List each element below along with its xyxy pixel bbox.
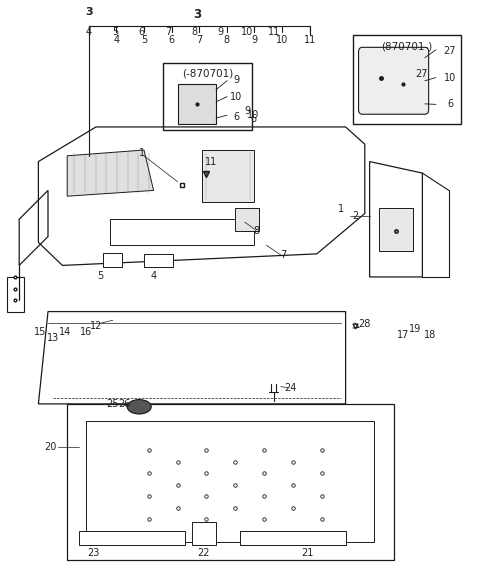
Text: (870701-): (870701-) [381, 41, 432, 51]
Text: 9: 9 [244, 106, 250, 116]
Text: 3: 3 [193, 8, 201, 21]
Bar [163, 63, 252, 130]
Bar [353, 35, 461, 124]
Bar [240, 531, 346, 545]
Text: 8: 8 [254, 226, 260, 236]
Text: 14: 14 [59, 327, 71, 337]
Text: 25: 25 [107, 399, 119, 409]
Text: 6: 6 [233, 111, 239, 122]
Text: 8: 8 [224, 35, 230, 46]
Text: 7: 7 [165, 27, 171, 37]
Text: 15: 15 [34, 327, 46, 337]
Text: 10: 10 [276, 35, 288, 46]
Text: 27: 27 [415, 69, 428, 79]
Bar [379, 208, 413, 251]
Bar [79, 531, 185, 545]
Text: 5: 5 [97, 271, 104, 281]
Ellipse shape [127, 399, 151, 414]
Text: 17: 17 [397, 329, 409, 340]
Text: 6: 6 [447, 99, 453, 110]
Polygon shape [67, 150, 154, 196]
Text: 10: 10 [230, 92, 242, 102]
Text: 5: 5 [141, 35, 147, 46]
Text: 10: 10 [247, 110, 259, 121]
Text: 7: 7 [280, 250, 287, 260]
Text: 19: 19 [409, 324, 421, 334]
Bar [144, 254, 173, 267]
Text: 24: 24 [284, 383, 297, 393]
Text: 22: 22 [198, 548, 210, 558]
Text: 28: 28 [359, 319, 371, 329]
Bar [192, 522, 216, 545]
Text: 10: 10 [444, 73, 456, 83]
FancyBboxPatch shape [359, 47, 429, 114]
Text: 13: 13 [47, 332, 59, 343]
Bar [103, 253, 122, 267]
Text: 3: 3 [85, 6, 93, 17]
Bar [110, 219, 254, 245]
Text: 4: 4 [86, 27, 92, 37]
Text: 12: 12 [90, 321, 102, 331]
Text: 4: 4 [113, 35, 120, 46]
Text: 9: 9 [233, 75, 239, 85]
Text: 26: 26 [119, 399, 131, 409]
Text: 11: 11 [267, 27, 280, 37]
Text: 27: 27 [444, 46, 456, 56]
Text: 1: 1 [338, 204, 344, 214]
Text: 6: 6 [168, 35, 175, 46]
Text: 6: 6 [250, 114, 256, 125]
Text: 8: 8 [192, 27, 197, 37]
Text: 23: 23 [87, 548, 100, 558]
Text: 9: 9 [218, 27, 224, 37]
Text: 18: 18 [423, 329, 436, 340]
Text: 20: 20 [44, 442, 57, 452]
Text: (-870701): (-870701) [182, 69, 233, 79]
Text: 10: 10 [241, 27, 253, 37]
Text: 11: 11 [303, 35, 316, 46]
Bar [235, 208, 259, 231]
Text: 11: 11 [205, 156, 217, 167]
Text: 7: 7 [196, 35, 203, 46]
Text: 9: 9 [252, 35, 257, 46]
Text: 1: 1 [139, 148, 144, 158]
Text: 21: 21 [301, 548, 313, 558]
Text: 6: 6 [139, 27, 144, 37]
Text: 4: 4 [151, 271, 156, 281]
Text: 5: 5 [112, 27, 119, 37]
Text: 16: 16 [80, 327, 93, 337]
Text: 2: 2 [352, 211, 359, 222]
Bar [7, 277, 24, 312]
Bar [202, 150, 254, 202]
Bar [178, 84, 216, 124]
